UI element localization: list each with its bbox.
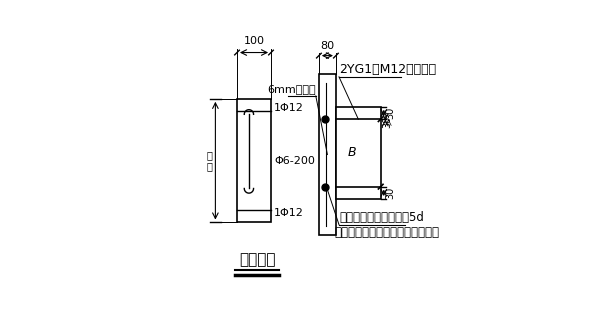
- Text: 1Φ12: 1Φ12: [274, 103, 304, 113]
- Text: 1Φ12: 1Φ12: [274, 208, 304, 218]
- Text: B: B: [347, 146, 356, 159]
- Text: 100: 100: [243, 36, 265, 46]
- Text: 30: 30: [386, 107, 395, 119]
- Text: 抱框作法: 抱框作法: [239, 252, 275, 267]
- Text: 下部锚入楼板，上部与系梁连接。: 下部锚入楼板，上部与系梁连接。: [334, 226, 439, 239]
- Text: Φ6-200: Φ6-200: [274, 156, 315, 166]
- Text: 80: 80: [320, 41, 334, 51]
- Text: 抱框主筋与钢板双面焊5d: 抱框主筋与钢板双面焊5d: [339, 211, 424, 224]
- Bar: [319, 74, 336, 235]
- Text: 墙
厚: 墙 厚: [206, 150, 212, 171]
- Text: 6mm厚钢板: 6mm厚钢板: [267, 84, 316, 95]
- Text: 2YG1型M12胀锚螺栓: 2YG1型M12胀锚螺栓: [339, 63, 436, 76]
- Text: 30: 30: [382, 116, 392, 128]
- Text: 30: 30: [386, 187, 395, 199]
- Bar: [237, 99, 271, 222]
- Bar: [336, 107, 381, 199]
